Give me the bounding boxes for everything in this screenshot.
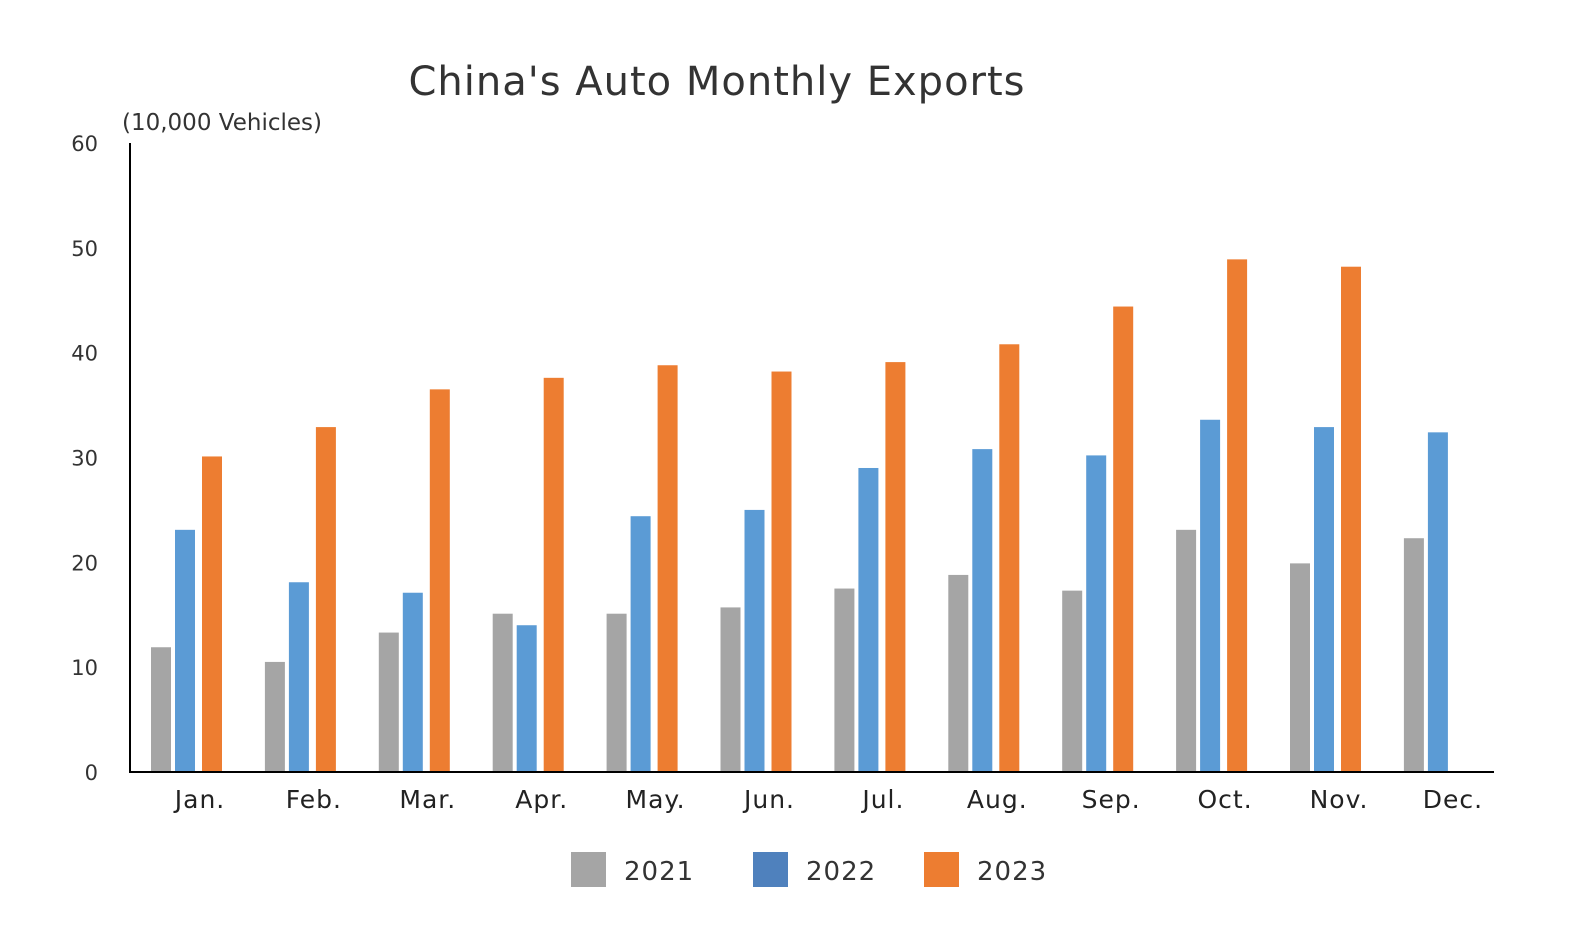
x-tick-label: Jan. [173, 785, 225, 814]
x-tick-label: Mar. [399, 785, 456, 814]
bar-2022-aug [972, 449, 993, 772]
x-tick-label: Oct. [1198, 785, 1253, 814]
bar-2022-jul [858, 467, 879, 772]
bar-2021-jul [834, 588, 855, 772]
bar-2021-may [606, 613, 627, 772]
x-tick-label: May. [626, 785, 686, 814]
bar-2022-apr [516, 625, 537, 772]
x-tick-label: Sep. [1082, 785, 1141, 814]
x-tick-label: Aug. [967, 785, 1028, 814]
bar-2021-apr [492, 613, 513, 772]
bar-2023-jul [885, 362, 906, 772]
bar-2023-aug [999, 344, 1020, 772]
bar-2022-mar [402, 592, 423, 772]
bar-2021-jun [720, 607, 741, 772]
bar-2021-nov [1290, 563, 1310, 772]
legend-label: 2021 [624, 857, 694, 887]
y-axis-label: (10,000 Vehicles) [122, 110, 322, 136]
x-tick-label: Apr. [515, 785, 568, 814]
bar-2022-dec [1427, 432, 1448, 772]
bar-2023-jun [771, 371, 792, 772]
bar-2021-sep [1062, 590, 1083, 772]
x-tick-label: Dec. [1423, 785, 1483, 814]
legend-item-2022: 2022 [753, 852, 876, 887]
legend-item-2021: 2021 [571, 852, 694, 887]
x-tick-label: Feb. [286, 785, 342, 814]
legend-swatch [571, 852, 606, 887]
x-tick-label: Jul. [860, 785, 904, 814]
y-tick-label: 20 [71, 551, 98, 575]
bar-2022-sep [1086, 455, 1107, 772]
legend-label: 2023 [977, 857, 1047, 887]
bar-2021-aug [948, 574, 969, 772]
bar-2023-feb [315, 427, 336, 772]
bar-2023-may [657, 365, 678, 772]
legend-swatch [753, 852, 788, 887]
x-tick-label: Nov. [1310, 785, 1369, 814]
bar-2021-mar [378, 632, 399, 772]
bar-2021-jan [151, 647, 171, 772]
bar-2023-oct [1227, 259, 1248, 772]
bar-2023-apr [543, 377, 564, 772]
bar-2021-feb [264, 661, 285, 772]
bar-2022-jan [175, 529, 195, 772]
bar-2022-nov [1314, 427, 1334, 772]
bar-2021-oct [1176, 529, 1197, 772]
y-tick-label: 30 [71, 447, 98, 471]
x-tick-label: Jun. [742, 785, 795, 814]
bar-2023-nov [1341, 266, 1361, 772]
bar-2022-feb [288, 582, 309, 772]
bar-2021-dec [1403, 538, 1424, 772]
bar-2022-jun [744, 509, 765, 772]
bar-2023-mar [429, 389, 450, 772]
legend-swatch [924, 852, 959, 887]
bar-2023-sep [1113, 306, 1134, 772]
bar-2023-jan [202, 456, 222, 772]
bar-2022-may [630, 516, 651, 772]
y-tick-label: 10 [71, 656, 98, 680]
legend-label: 2022 [806, 857, 876, 887]
chart-title: China's Auto Monthly Exports [408, 59, 1025, 105]
y-tick-label: 40 [71, 342, 98, 366]
bar-2022-oct [1200, 419, 1221, 772]
legend-item-2023: 2023 [924, 852, 1047, 887]
y-tick-label: 0 [85, 761, 98, 785]
y-tick-label: 50 [71, 237, 98, 261]
y-tick-label: 60 [71, 132, 98, 156]
